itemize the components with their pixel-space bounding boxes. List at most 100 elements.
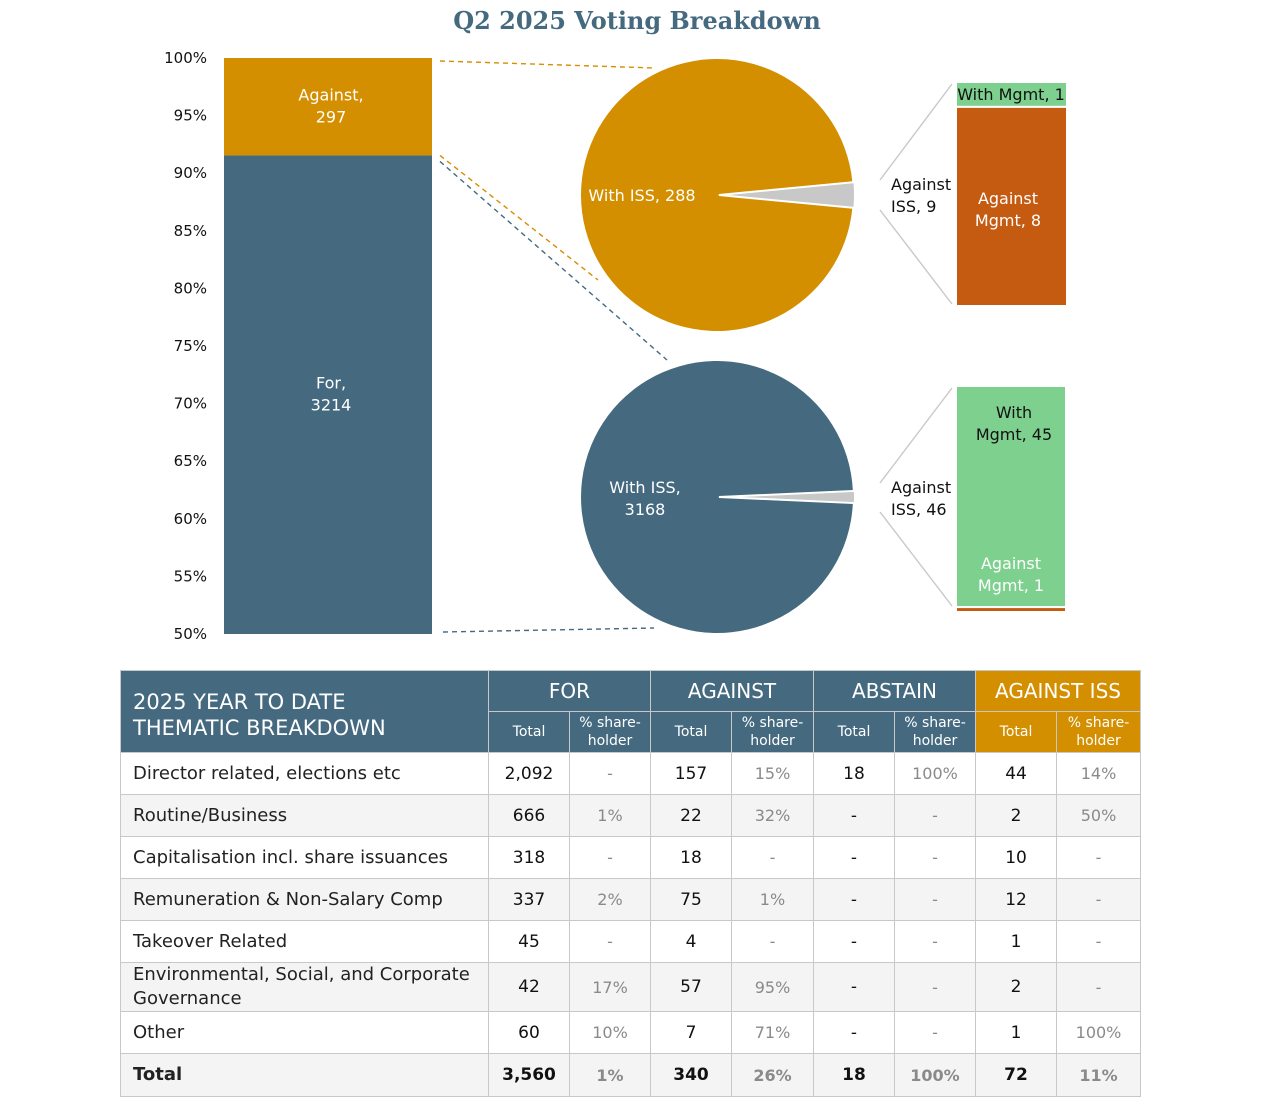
table-row: Environmental, Social, and Corporate Gov… (120, 962, 1142, 1012)
cell-total: 72 (975, 1053, 1058, 1097)
cell-total: 42 (488, 962, 570, 1012)
against-breakdown-bar: With Mgmt, 1 Against Mgmt, 8 (955, 81, 1068, 307)
group-abstain: ABSTAIN (812, 670, 977, 712)
cell-total: - (813, 878, 895, 921)
subheader-pct-shareholder: % share-holder (1056, 711, 1142, 753)
subheader-total: Total (488, 711, 570, 753)
breakdown-segment (955, 385, 1067, 609)
row-category: Capitalisation incl. share issuances (120, 836, 489, 879)
cell-total: 318 (488, 836, 570, 879)
cell-total: - (813, 794, 895, 837)
breakdown-segment (955, 105, 1068, 307)
cell-pct-shareholder: 50% (1056, 794, 1142, 837)
cell-pct-shareholder: - (893, 962, 977, 1012)
row-category: Director related, elections etc (120, 752, 489, 795)
cell-total: 18 (813, 752, 895, 795)
group-against-iss: AGAINST ISS (975, 670, 1142, 712)
cell-pct-shareholder: 100% (1056, 1011, 1142, 1054)
cell-pct-shareholder: - (1056, 836, 1142, 879)
cell-total: - (813, 1011, 895, 1054)
bar-segment-against (224, 58, 432, 156)
table-row: Routine/Business 666 1% 22 32% - -2 50% (120, 794, 1142, 837)
voting-chart: Q2 2025 Voting Breakdown 100% 95% 90% 85% 80… (164, 6, 1068, 643)
connector-sub1-bottom (879, 209, 953, 305)
connector-sub2-top (879, 387, 953, 484)
cell-total: 2 (975, 794, 1058, 837)
pie-slice-small (718, 180, 856, 210)
cell-total: 18 (650, 836, 732, 879)
row-category: Remuneration & Non-Salary Comp (120, 878, 489, 921)
cell-total: 57 (650, 962, 732, 1012)
breakdown-label: Against Mgmt, 1 (978, 554, 1044, 595)
connector-against-top (439, 60, 655, 69)
table-row: Capitalisation incl. share issuances 318-… (120, 836, 1142, 879)
cell-total: 2,092 (488, 752, 570, 795)
row-category: Other (120, 1011, 489, 1054)
cell-pct-shareholder: - (569, 752, 651, 795)
pie-slice-label: Against ISS, 46 (891, 478, 951, 519)
cell-total: - (813, 836, 895, 879)
table-row: Takeover Related 45-4- - -1- (120, 920, 1142, 963)
cell-total: 18 (813, 1053, 895, 1097)
cell-total: 7 (650, 1011, 732, 1054)
for-pie: With ISS, 3168 Against ISS, 46 (581, 360, 951, 633)
cell-total: 4 (650, 920, 732, 963)
cell-total: 75 (650, 878, 732, 921)
bar-segment-label: Against, 297 (298, 86, 363, 127)
pie-slice-label: With ISS, 3168 (609, 478, 681, 519)
group-against: AGAINST (650, 670, 814, 712)
cell-pct-shareholder: - (893, 794, 977, 837)
cell-total: 10 (975, 836, 1058, 879)
cell-total: 22 (650, 794, 732, 837)
subheader-pct-shareholder: % share-holder (731, 711, 814, 753)
y-tick-label: 95% (174, 107, 207, 125)
y-tick-label: 70% (174, 395, 207, 413)
bar-segment-for (224, 155, 432, 634)
row-category: Takeover Related (120, 920, 489, 963)
cell-pct-shareholder: - (569, 836, 651, 879)
subheader-total: Total (975, 711, 1058, 753)
breakdown-label: With Mgmt, 1 (957, 85, 1065, 104)
breakdown-label: Against Mgmt, 8 (975, 189, 1041, 230)
cell-total: 1 (975, 1011, 1058, 1054)
cell-pct-shareholder: 71% (731, 1011, 814, 1054)
y-tick-label: 60% (174, 510, 207, 528)
table-row: Remuneration & Non-Salary Comp 337 2% 75 1% -… (120, 878, 1142, 921)
connector-lines (439, 60, 953, 633)
pie-slice-main (581, 360, 853, 633)
cell-total: 2 (975, 962, 1058, 1012)
cell-pct-shareholder: 26% (731, 1053, 814, 1097)
cell-pct-shareholder: - (731, 920, 814, 963)
cell-pct-shareholder: 32% (731, 794, 814, 837)
cell-pct-shareholder: - (893, 1011, 977, 1054)
cell-pct-shareholder: - (893, 878, 977, 921)
bar-segment-label: For, 3214 (311, 374, 352, 415)
cell-pct-shareholder: - (893, 836, 977, 879)
pie-slice-label: With ISS, 288 (588, 186, 695, 205)
y-tick-label: 50% (174, 625, 207, 643)
y-tick-label: 80% (174, 279, 207, 297)
table-row: Director related, elections etc 2,092-157… (120, 752, 1142, 795)
cell-total: 60 (488, 1011, 570, 1054)
cell-pct-shareholder: 15% (731, 752, 814, 795)
cell-pct-shareholder: 17% (569, 962, 651, 1012)
cell-pct-shareholder: - (569, 920, 651, 963)
row-category: Total (120, 1053, 489, 1097)
pie-slice-label: Against ISS, 9 (891, 175, 951, 216)
cell-pct-shareholder: 1% (731, 878, 814, 921)
y-tick-label: 90% (174, 164, 207, 182)
table-title: 2025 YEAR TO DATE THEMATIC BREAKDOWN (120, 670, 489, 753)
subheader-pct-shareholder: % share-holder (569, 711, 651, 753)
cell-pct-shareholder: 1% (569, 794, 651, 837)
cell-pct-shareholder: - (1056, 878, 1142, 921)
cell-total: 666 (488, 794, 570, 837)
y-axis: 100% 95% 90% 85% 80% 75% 70% 65% 60% 55% 50% (164, 49, 207, 643)
y-tick-label: 55% (174, 567, 207, 585)
pie-slice-main (580, 59, 853, 331)
row-category: Routine/Business (120, 794, 489, 837)
cell-pct-shareholder: 11% (1056, 1053, 1142, 1097)
breakdown-label: With Mgmt, 45 (976, 403, 1052, 444)
cell-total: 340 (650, 1053, 732, 1097)
group-for: FOR (488, 670, 651, 712)
cell-pct-shareholder: 1% (569, 1053, 651, 1097)
